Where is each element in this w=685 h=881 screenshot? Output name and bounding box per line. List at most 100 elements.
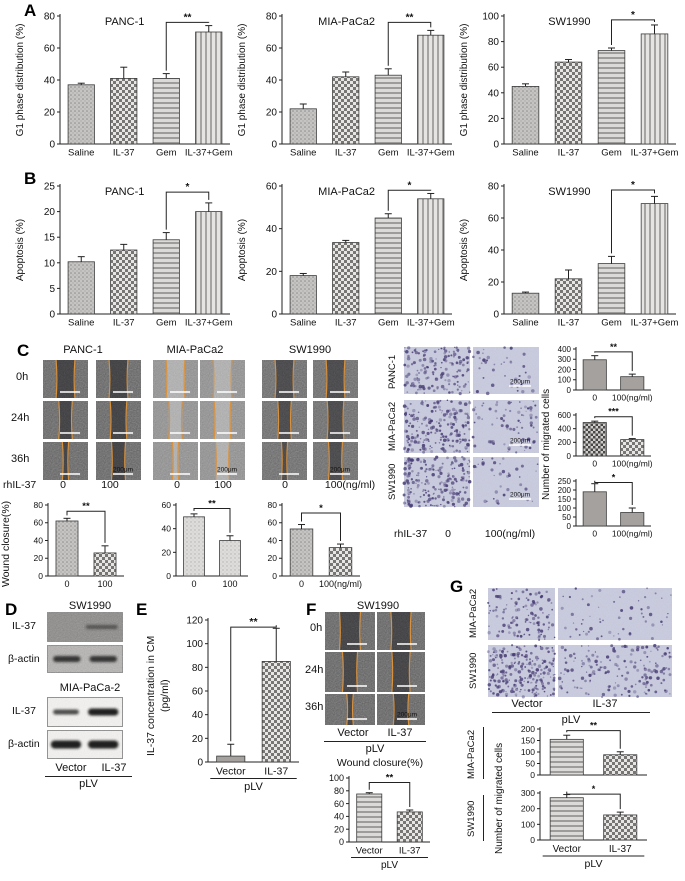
wound-healing-image xyxy=(43,400,88,440)
wound-healing-image xyxy=(43,359,88,399)
svg-text:0: 0 xyxy=(592,529,597,539)
svg-text:5: 5 xyxy=(49,284,55,295)
svg-text:**: ** xyxy=(82,501,90,512)
chart-apoptosis-miapaca2: 0 20 40 60 Apoptosis (%) Saline IL-37 Gem IL-37+… xyxy=(237,180,455,328)
transwell-migration-image xyxy=(557,644,673,699)
wound-healing-image xyxy=(153,441,198,481)
svg-text:Apoptosis (%): Apoptosis (%) xyxy=(237,219,248,281)
svg-text:80: 80 xyxy=(334,786,344,796)
svg-text:0: 0 xyxy=(64,579,69,589)
svg-text:0: 0 xyxy=(530,770,535,780)
chart-g1-miapaca2: 0 20 40 60 80 G1 phase distribution (%) Saline… xyxy=(237,12,455,159)
wound-healing-image xyxy=(262,441,307,481)
dose-label: 100(ng/ml) xyxy=(484,528,536,540)
svg-text:60: 60 xyxy=(266,44,278,55)
svg-text:40: 40 xyxy=(266,76,278,87)
wound-healing-image xyxy=(96,400,141,440)
time-label-24h: 24h xyxy=(11,412,30,424)
svg-text:IL-37+Gem: IL-37+Gem xyxy=(631,318,679,329)
svg-text:100(ng/ml): 100(ng/ml) xyxy=(612,529,653,539)
wound-healing-image xyxy=(377,651,425,693)
western-blot-image xyxy=(47,645,123,673)
svg-text:Saline: Saline xyxy=(512,318,538,329)
svg-text:0: 0 xyxy=(272,571,277,581)
svg-text:100: 100 xyxy=(558,376,572,385)
svg-text:200: 200 xyxy=(521,724,535,734)
svg-text:200μm: 200μm xyxy=(217,467,237,474)
svg-text:**: ** xyxy=(406,12,414,23)
cellline-title-sw1990: SW1990 xyxy=(288,344,332,356)
transwell-row-label-miapaca2: MIA-PaCa2 xyxy=(387,401,398,452)
lane-underline xyxy=(45,776,132,777)
svg-text:60: 60 xyxy=(268,518,278,528)
transwell-migration-image: 200μm xyxy=(472,346,539,396)
chart-row-label-sw1990: SW1990 xyxy=(466,800,477,838)
svg-text:MIA-PaCa2: MIA-PaCa2 xyxy=(318,16,375,28)
svg-text:20: 20 xyxy=(192,734,204,745)
dose-label: 0 xyxy=(174,479,180,491)
svg-text:40: 40 xyxy=(192,710,204,721)
cellline-title-miapaca2: MIA-PaCa2 xyxy=(166,344,224,356)
svg-text:50: 50 xyxy=(526,758,536,768)
wound-healing-image xyxy=(325,611,375,651)
svg-text:100(ng/ml): 100(ng/ml) xyxy=(612,459,653,469)
dose-label: 100(ng/ml) xyxy=(324,479,376,491)
svg-text:SW1990: SW1990 xyxy=(548,186,590,198)
svg-text:200μm: 200μm xyxy=(510,379,530,386)
svg-text:200: 200 xyxy=(521,804,535,814)
svg-text:100: 100 xyxy=(521,819,535,829)
svg-text:0: 0 xyxy=(339,837,344,847)
western-blot-image xyxy=(47,697,123,727)
wound-healing-image xyxy=(313,359,358,399)
svg-text:20: 20 xyxy=(162,547,172,557)
chart-wound-miapaca2: 0 20 40 60 0 100 ** xyxy=(162,499,248,589)
wound-healing-image xyxy=(262,400,307,440)
transwell-migration-image: 200μm xyxy=(472,457,539,507)
group-label-plv: pLV xyxy=(561,714,581,726)
wound-healing-image xyxy=(43,441,88,481)
svg-text:0: 0 xyxy=(49,140,55,151)
svg-text:**: ** xyxy=(249,616,258,628)
panel-label-e: E xyxy=(136,600,148,619)
transwell-row-label-sw1990: SW1990 xyxy=(387,463,398,500)
svg-text:200μm: 200μm xyxy=(113,467,133,474)
svg-text:G1 phase distribution (%): G1 phase distribution (%) xyxy=(15,24,26,137)
wound-healing-image xyxy=(200,400,245,440)
svg-text:100: 100 xyxy=(329,773,344,783)
svg-text:200: 200 xyxy=(558,438,572,447)
svg-text:60: 60 xyxy=(488,63,500,74)
svg-text:100(ng/ml): 100(ng/ml) xyxy=(319,579,362,589)
svg-text:0: 0 xyxy=(271,310,277,321)
svg-text:40: 40 xyxy=(488,88,500,99)
svg-text:80: 80 xyxy=(34,500,44,510)
svg-text:0: 0 xyxy=(197,758,203,769)
svg-text:MIA-PaCa2: MIA-PaCa2 xyxy=(318,186,375,198)
svg-text:0: 0 xyxy=(299,579,304,589)
svg-text:0: 0 xyxy=(493,310,499,321)
svg-text:100: 100 xyxy=(482,12,499,23)
svg-text:0: 0 xyxy=(166,571,171,581)
svg-text:50: 50 xyxy=(562,513,571,522)
svg-text:250: 250 xyxy=(558,477,572,486)
chart-g1-sw1990: 0 20 40 60 80 100 G1 phase distribution (%) Sal… xyxy=(459,10,678,159)
chart-wound-sw1990: 0 20 40 60 80 0 100(ng/ml) * xyxy=(268,500,362,589)
il37-cm-ylabel-line1: IL-37 concentration in CM xyxy=(145,635,157,757)
svg-text:Saline: Saline xyxy=(512,148,538,159)
protein-label-il37: IL-37 xyxy=(12,620,36,632)
chart-apoptosis-sw1990: 0 20 40 60 80 Apoptosis (%) Saline IL-37 Gem IL-3… xyxy=(459,180,679,329)
panel-label-b: B xyxy=(24,169,37,188)
svg-text:80: 80 xyxy=(192,663,204,674)
svg-text:40: 40 xyxy=(44,76,56,87)
svg-text:Vector: Vector xyxy=(356,846,383,857)
group-label-plv: pLV xyxy=(365,743,385,755)
wound-healing-image xyxy=(313,400,358,440)
time-label-0h: 0h xyxy=(16,371,29,383)
svg-text:**: ** xyxy=(184,12,192,23)
chart-row-label-miapaca2: MIA-PaCa2 xyxy=(466,729,477,779)
svg-text:200μm: 200μm xyxy=(330,467,350,474)
protein-label-bactin: β-actin xyxy=(8,738,40,750)
svg-text:20: 20 xyxy=(488,114,500,125)
chart-migration-plv-sw1990: 0 100 200 300 Vector IL-37 * pLV xyxy=(521,784,647,870)
wound-healing-image xyxy=(325,651,375,693)
